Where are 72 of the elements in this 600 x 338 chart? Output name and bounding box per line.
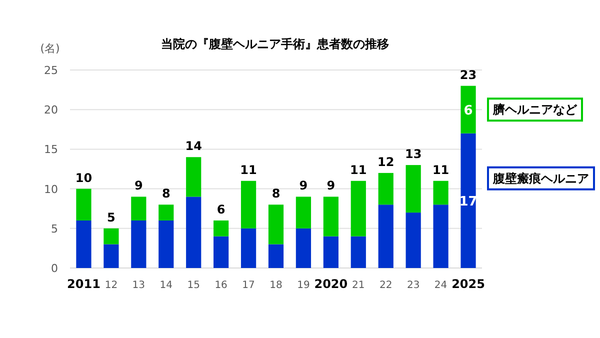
bar xyxy=(460,133,476,268)
total-label: 9 xyxy=(134,178,143,193)
bar xyxy=(296,228,312,268)
bar xyxy=(433,180,448,205)
total-label: 9 xyxy=(326,178,336,193)
bar xyxy=(350,236,366,268)
bar xyxy=(158,220,174,268)
bar xyxy=(76,188,92,220)
total-label: 11 xyxy=(350,162,367,177)
bar xyxy=(323,236,338,268)
x-tick-label: 17 xyxy=(242,280,255,291)
x-tick-label: 23 xyxy=(406,280,420,291)
data-label: 6 xyxy=(464,104,473,119)
bar xyxy=(378,204,394,268)
series-label: 腹壁瘢痕ヘルニア xyxy=(492,171,589,186)
total-label: 11 xyxy=(432,162,450,177)
bar xyxy=(433,204,448,268)
x-tick-label: 19 xyxy=(297,280,310,291)
bar xyxy=(214,220,229,236)
x-tick-label: 24 xyxy=(434,280,448,291)
chart-title: 当院の『腹壁ヘルニア手術』患者数の推移 xyxy=(161,37,389,51)
bar xyxy=(186,196,202,268)
bar xyxy=(158,204,174,220)
bar xyxy=(406,165,421,213)
x-tick-label: 2025 xyxy=(452,277,485,291)
y-tick-label: 25 xyxy=(44,64,58,77)
bar xyxy=(268,204,284,244)
bar xyxy=(76,220,92,268)
y-tick-label: 10 xyxy=(44,182,58,196)
bar xyxy=(104,228,119,244)
data-label: 17 xyxy=(459,194,478,210)
bar xyxy=(131,196,146,220)
bar xyxy=(378,172,394,205)
bar xyxy=(131,220,146,268)
total-label: 10 xyxy=(75,170,92,185)
total-label: 6 xyxy=(216,202,226,216)
bar xyxy=(240,180,256,228)
y-tick-label: 20 xyxy=(44,104,58,117)
x-tick-label: 18 xyxy=(270,280,282,291)
bar xyxy=(104,244,119,268)
x-tick-label: 16 xyxy=(214,280,228,291)
total-label: 9 xyxy=(299,178,308,193)
total-label: 11 xyxy=(240,162,257,177)
x-tick-label: 21 xyxy=(352,280,365,291)
x-tick-label: 12 xyxy=(104,280,118,291)
bar xyxy=(350,180,366,236)
x-tick-label: 2020 xyxy=(314,277,348,291)
y-axis-title: (名) xyxy=(40,42,60,55)
x-tick-label: 2011 xyxy=(67,277,100,291)
total-label: 5 xyxy=(107,210,116,224)
total-label: 23 xyxy=(460,68,477,82)
x-tick-label: 15 xyxy=(187,280,200,291)
total-label: 14 xyxy=(185,139,202,154)
bar xyxy=(240,228,256,268)
bar xyxy=(268,244,284,268)
x-tick-label: 13 xyxy=(132,280,146,291)
total-label: 8 xyxy=(272,186,280,201)
bar xyxy=(323,196,338,236)
bar xyxy=(214,236,229,268)
total-label: 8 xyxy=(162,186,170,201)
bar xyxy=(406,212,421,268)
y-tick-label: 0 xyxy=(51,262,58,275)
total-label: 13 xyxy=(404,147,422,162)
total-label: 12 xyxy=(378,154,394,169)
series-label: 臍ヘルニアなど xyxy=(492,102,578,117)
y-tick-label: 5 xyxy=(51,222,58,236)
x-tick-label: 22 xyxy=(380,280,392,291)
x-tick-label: 14 xyxy=(160,280,172,291)
bar xyxy=(186,157,202,197)
bar xyxy=(296,196,312,228)
y-tick-label: 15 xyxy=(44,143,58,156)
bar xyxy=(460,86,476,134)
